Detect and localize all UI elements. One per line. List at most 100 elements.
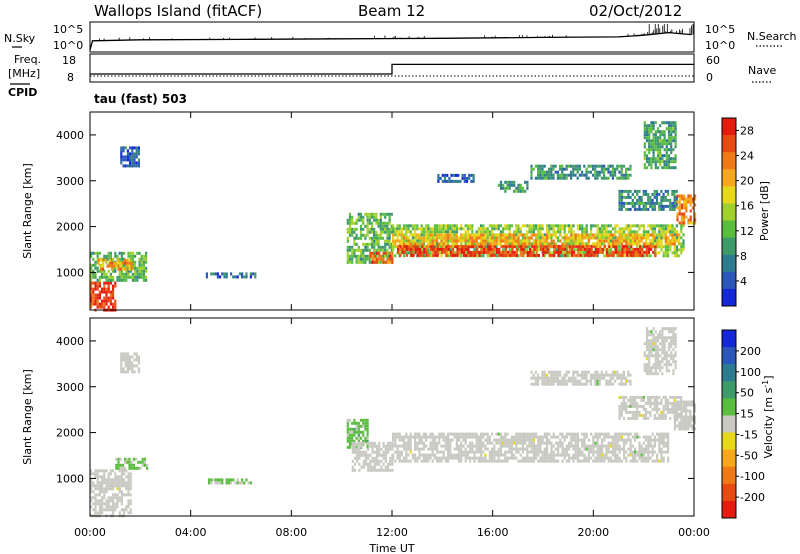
scatter-cell xyxy=(570,253,573,257)
scatter-cell xyxy=(388,239,391,243)
scatter-cell xyxy=(572,435,575,439)
scatter-cell xyxy=(656,130,660,134)
scatter-cell xyxy=(370,215,374,219)
scatter-cell xyxy=(647,233,650,237)
scatter-cell xyxy=(530,173,533,177)
scatter-cell xyxy=(664,441,667,445)
scatter-cell xyxy=(650,244,653,248)
scatter-cell xyxy=(521,435,524,439)
scatter-cell xyxy=(388,212,391,216)
scatter-cell xyxy=(126,367,129,371)
scatter-cell xyxy=(455,444,458,448)
scatter-cell xyxy=(107,472,110,476)
scatter-cell xyxy=(541,373,544,377)
scatter-cell xyxy=(676,212,679,216)
scatter-cell xyxy=(105,272,108,276)
scatter-cell xyxy=(658,413,661,417)
scatter-cell xyxy=(611,370,614,374)
scatter-cell xyxy=(232,275,235,279)
scatter-cell xyxy=(499,447,502,451)
scatter-cell xyxy=(440,456,443,460)
scatter-cell xyxy=(588,247,591,251)
scatter-cell xyxy=(122,155,125,159)
scatter-cell xyxy=(667,121,671,125)
scatter-cell xyxy=(375,447,379,451)
scatter-cell xyxy=(638,395,641,399)
scatter-cell xyxy=(471,450,474,454)
scatter-cell xyxy=(484,230,487,234)
scatter-cell xyxy=(585,236,588,240)
scatter-cell xyxy=(449,244,452,248)
scatter-cell xyxy=(130,261,133,265)
scatter-cell xyxy=(667,236,670,240)
scatter-cell xyxy=(367,453,370,457)
scatter-cell xyxy=(656,236,659,240)
scatter-cell xyxy=(660,239,663,243)
scatter-cell xyxy=(375,468,379,472)
scatter-cell xyxy=(414,447,417,451)
scatter-cell xyxy=(600,164,603,168)
scatter-cell xyxy=(460,450,463,454)
scatter-cell xyxy=(105,499,108,503)
scatter-cell xyxy=(534,376,537,380)
scatter-cell xyxy=(493,459,496,463)
scatter-cell xyxy=(541,170,544,174)
scatter-cell xyxy=(526,248,529,252)
scatter-cell xyxy=(422,239,425,243)
scatter-cell xyxy=(603,456,606,460)
scatter-cell xyxy=(471,244,474,248)
scatter-cell xyxy=(394,450,397,454)
scatter-cell xyxy=(96,287,99,291)
scatter-cell xyxy=(565,236,568,240)
scatter-cell xyxy=(107,269,110,273)
scatter-cell xyxy=(486,438,489,442)
scatter-cell xyxy=(606,250,609,254)
scatter-cell xyxy=(694,197,697,201)
colorbar-tick-label: 20 xyxy=(740,175,754,188)
scatter-cell xyxy=(488,459,491,463)
scatter-cell xyxy=(359,230,363,234)
scatter-cell xyxy=(647,395,650,399)
scatter-cell xyxy=(576,176,579,180)
scatter-cell xyxy=(519,441,522,445)
scatter-cell xyxy=(631,410,634,414)
scatter-cell xyxy=(614,227,617,231)
scatter-cell xyxy=(537,245,540,249)
scatter-cell xyxy=(557,459,560,463)
scatter-cell xyxy=(375,459,379,463)
scatter-cell xyxy=(509,244,512,248)
scatter-cell xyxy=(656,139,660,143)
scatter-cell xyxy=(675,245,678,249)
scatter-cell xyxy=(364,424,367,428)
scatter-cell xyxy=(627,167,630,171)
scatter-cell xyxy=(667,136,671,140)
scatter-cell xyxy=(440,227,443,231)
scatter-cell xyxy=(389,260,392,264)
scatter-cell xyxy=(420,441,423,445)
scatter-cell xyxy=(671,233,674,237)
scatter-cell xyxy=(583,438,586,442)
scatter-cell xyxy=(131,254,134,258)
scatter-cell xyxy=(616,444,619,448)
scatter-cell xyxy=(653,435,656,439)
scatter-cell xyxy=(537,435,540,439)
colorbar-segment xyxy=(722,186,736,204)
scatter-cell xyxy=(559,227,562,231)
scatter-cell xyxy=(389,447,392,451)
scatter-cell xyxy=(120,493,123,497)
scatter-cell xyxy=(653,441,656,445)
scatter-cell xyxy=(377,245,380,249)
scatter-cell xyxy=(438,456,441,460)
scatter-cell xyxy=(112,493,115,497)
scatter-cell xyxy=(493,447,496,451)
scatter-cell xyxy=(548,376,551,380)
scatter-cell xyxy=(353,254,356,258)
scatter-cell xyxy=(629,195,632,199)
scatter-cell xyxy=(504,456,507,460)
scatter-cell xyxy=(120,352,123,356)
scatter-cell xyxy=(366,233,369,237)
nave-label: Nave xyxy=(748,64,776,77)
scatter-cell xyxy=(440,236,443,240)
scatter-cell xyxy=(625,233,628,237)
scatter-cell xyxy=(381,245,385,249)
